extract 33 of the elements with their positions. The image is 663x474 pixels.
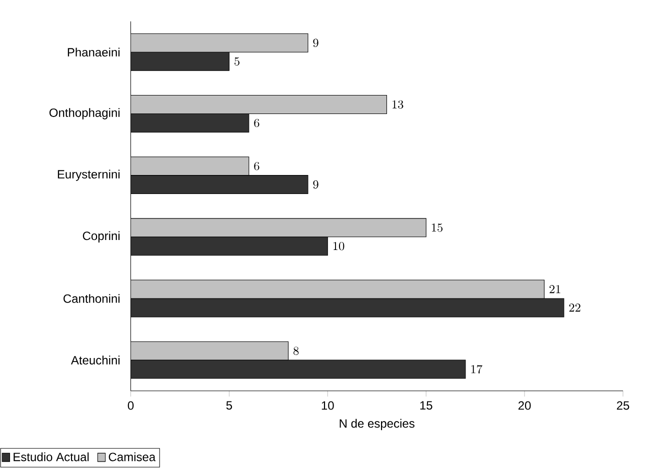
data-label: 9	[313, 39, 318, 48]
legend-label: Estudio Actual	[14, 452, 89, 462]
data-label: 9	[313, 180, 318, 189]
data-label: 6	[254, 162, 260, 170]
y-tick-label: Canthonini	[64, 294, 120, 304]
data-label: 8	[293, 346, 299, 356]
data-label: 13	[392, 100, 404, 109]
x-tick-label: 0	[128, 401, 134, 410]
y-tick-label: Onthophagini	[49, 108, 120, 120]
x-tick-label: 15	[420, 401, 432, 410]
y-tick-label: Phanaeini	[68, 48, 120, 57]
data-label: 5	[234, 57, 240, 66]
bar	[130, 280, 544, 299]
data-label: 21	[550, 285, 560, 294]
x-axis-title: N de especies	[340, 419, 414, 430]
data-label: 10	[333, 242, 344, 250]
bar	[130, 218, 426, 238]
x-tick-label: 10	[322, 401, 334, 410]
bar	[130, 95, 387, 114]
x-tick-label: 25	[616, 401, 630, 410]
data-label: 6	[254, 119, 260, 128]
x-tick-label: 20	[518, 401, 531, 410]
y-tick-label: Eurysternini	[58, 170, 120, 182]
y-tick-label: Ateuchini	[70, 356, 120, 365]
data-label: 17	[471, 365, 482, 374]
legend-label: Camisea	[108, 452, 156, 462]
y-tick-label: Coprini	[82, 232, 120, 243]
x-tick-label: 5	[226, 401, 232, 410]
bar	[130, 156, 250, 176]
data-label: 22	[569, 304, 580, 312]
data-label: 15	[432, 224, 442, 232]
bar	[130, 342, 289, 361]
bar	[130, 34, 308, 53]
